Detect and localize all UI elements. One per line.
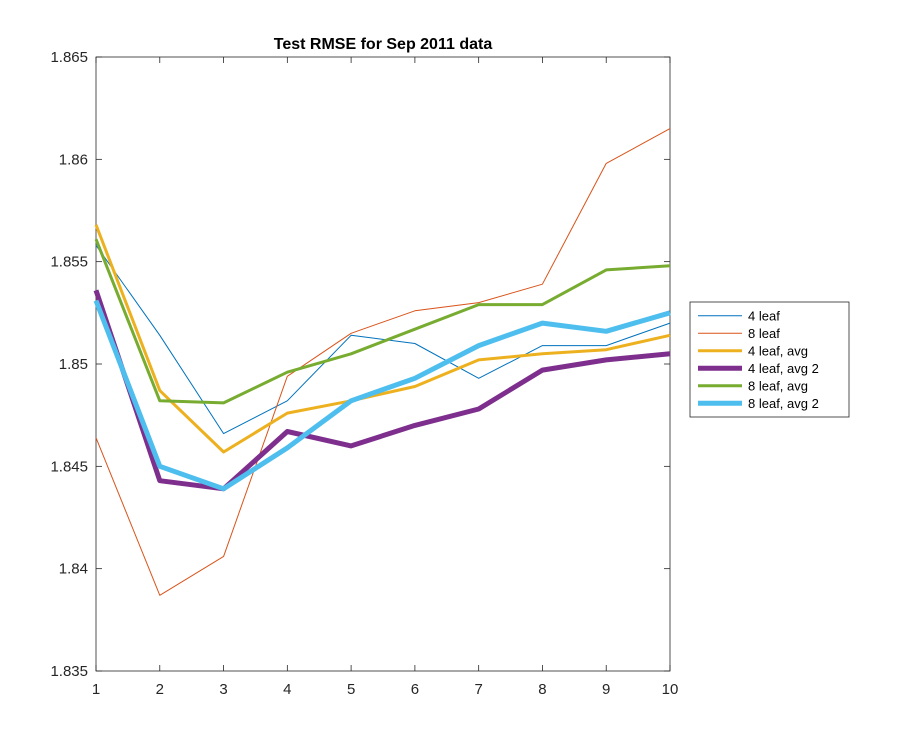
x-tick-label: 6 <box>411 681 419 698</box>
series-line-1 <box>95 245 671 435</box>
series-line-2 <box>95 128 671 596</box>
series-line-5 <box>94 238 671 405</box>
y-tick-label: 1.855 <box>50 254 88 271</box>
y-tick-label: 1.85 <box>59 356 88 373</box>
x-tick-label: 5 <box>347 681 355 698</box>
legend-box <box>689 301 850 418</box>
plot-axes: 1 2 3 4 5 6 7 8 9 10 1.835 1.84 1.845 1.85 1.855 1.86 1.… <box>50 49 678 698</box>
chart-title: Test RMSE for Sep 2011 data <box>274 36 493 53</box>
y-tick-label: 1.835 <box>50 663 88 680</box>
series-lines <box>93 128 671 596</box>
x-tick-label: 1 <box>92 681 100 698</box>
x-tick-label: 10 <box>662 681 679 698</box>
x-tick-label: 2 <box>156 681 164 698</box>
x-tick-label: 9 <box>602 681 610 698</box>
y-tick-label: 1.84 <box>59 561 88 578</box>
y-tick-label: 1.865 <box>50 49 88 66</box>
legend-label-2: 8 leaf <box>748 326 780 341</box>
legend-label-5: 8 leaf, avg <box>748 378 808 393</box>
x-tick-label: 3 <box>219 681 227 698</box>
legend-label-4: 4 leaf, avg 2 <box>748 361 819 376</box>
series-line-3 <box>94 224 671 454</box>
y-tick-label: 1.86 <box>59 151 88 168</box>
series-line-6 <box>93 299 671 492</box>
x-tick-label: 8 <box>538 681 546 698</box>
x-tick-label: 7 <box>474 681 482 698</box>
x-tick-label: 4 <box>283 681 291 698</box>
series-line-4 <box>93 289 671 492</box>
legend-label-6: 8 leaf, avg 2 <box>748 396 819 411</box>
legend: 4 leaf 8 leaf 4 leaf, avg 4 leaf, avg 2 8 le… <box>689 301 850 418</box>
legend-label-3: 4 leaf, avg <box>748 343 808 358</box>
legend-label-1: 4 leaf <box>748 308 780 323</box>
y-tick-label: 1.845 <box>50 458 88 475</box>
